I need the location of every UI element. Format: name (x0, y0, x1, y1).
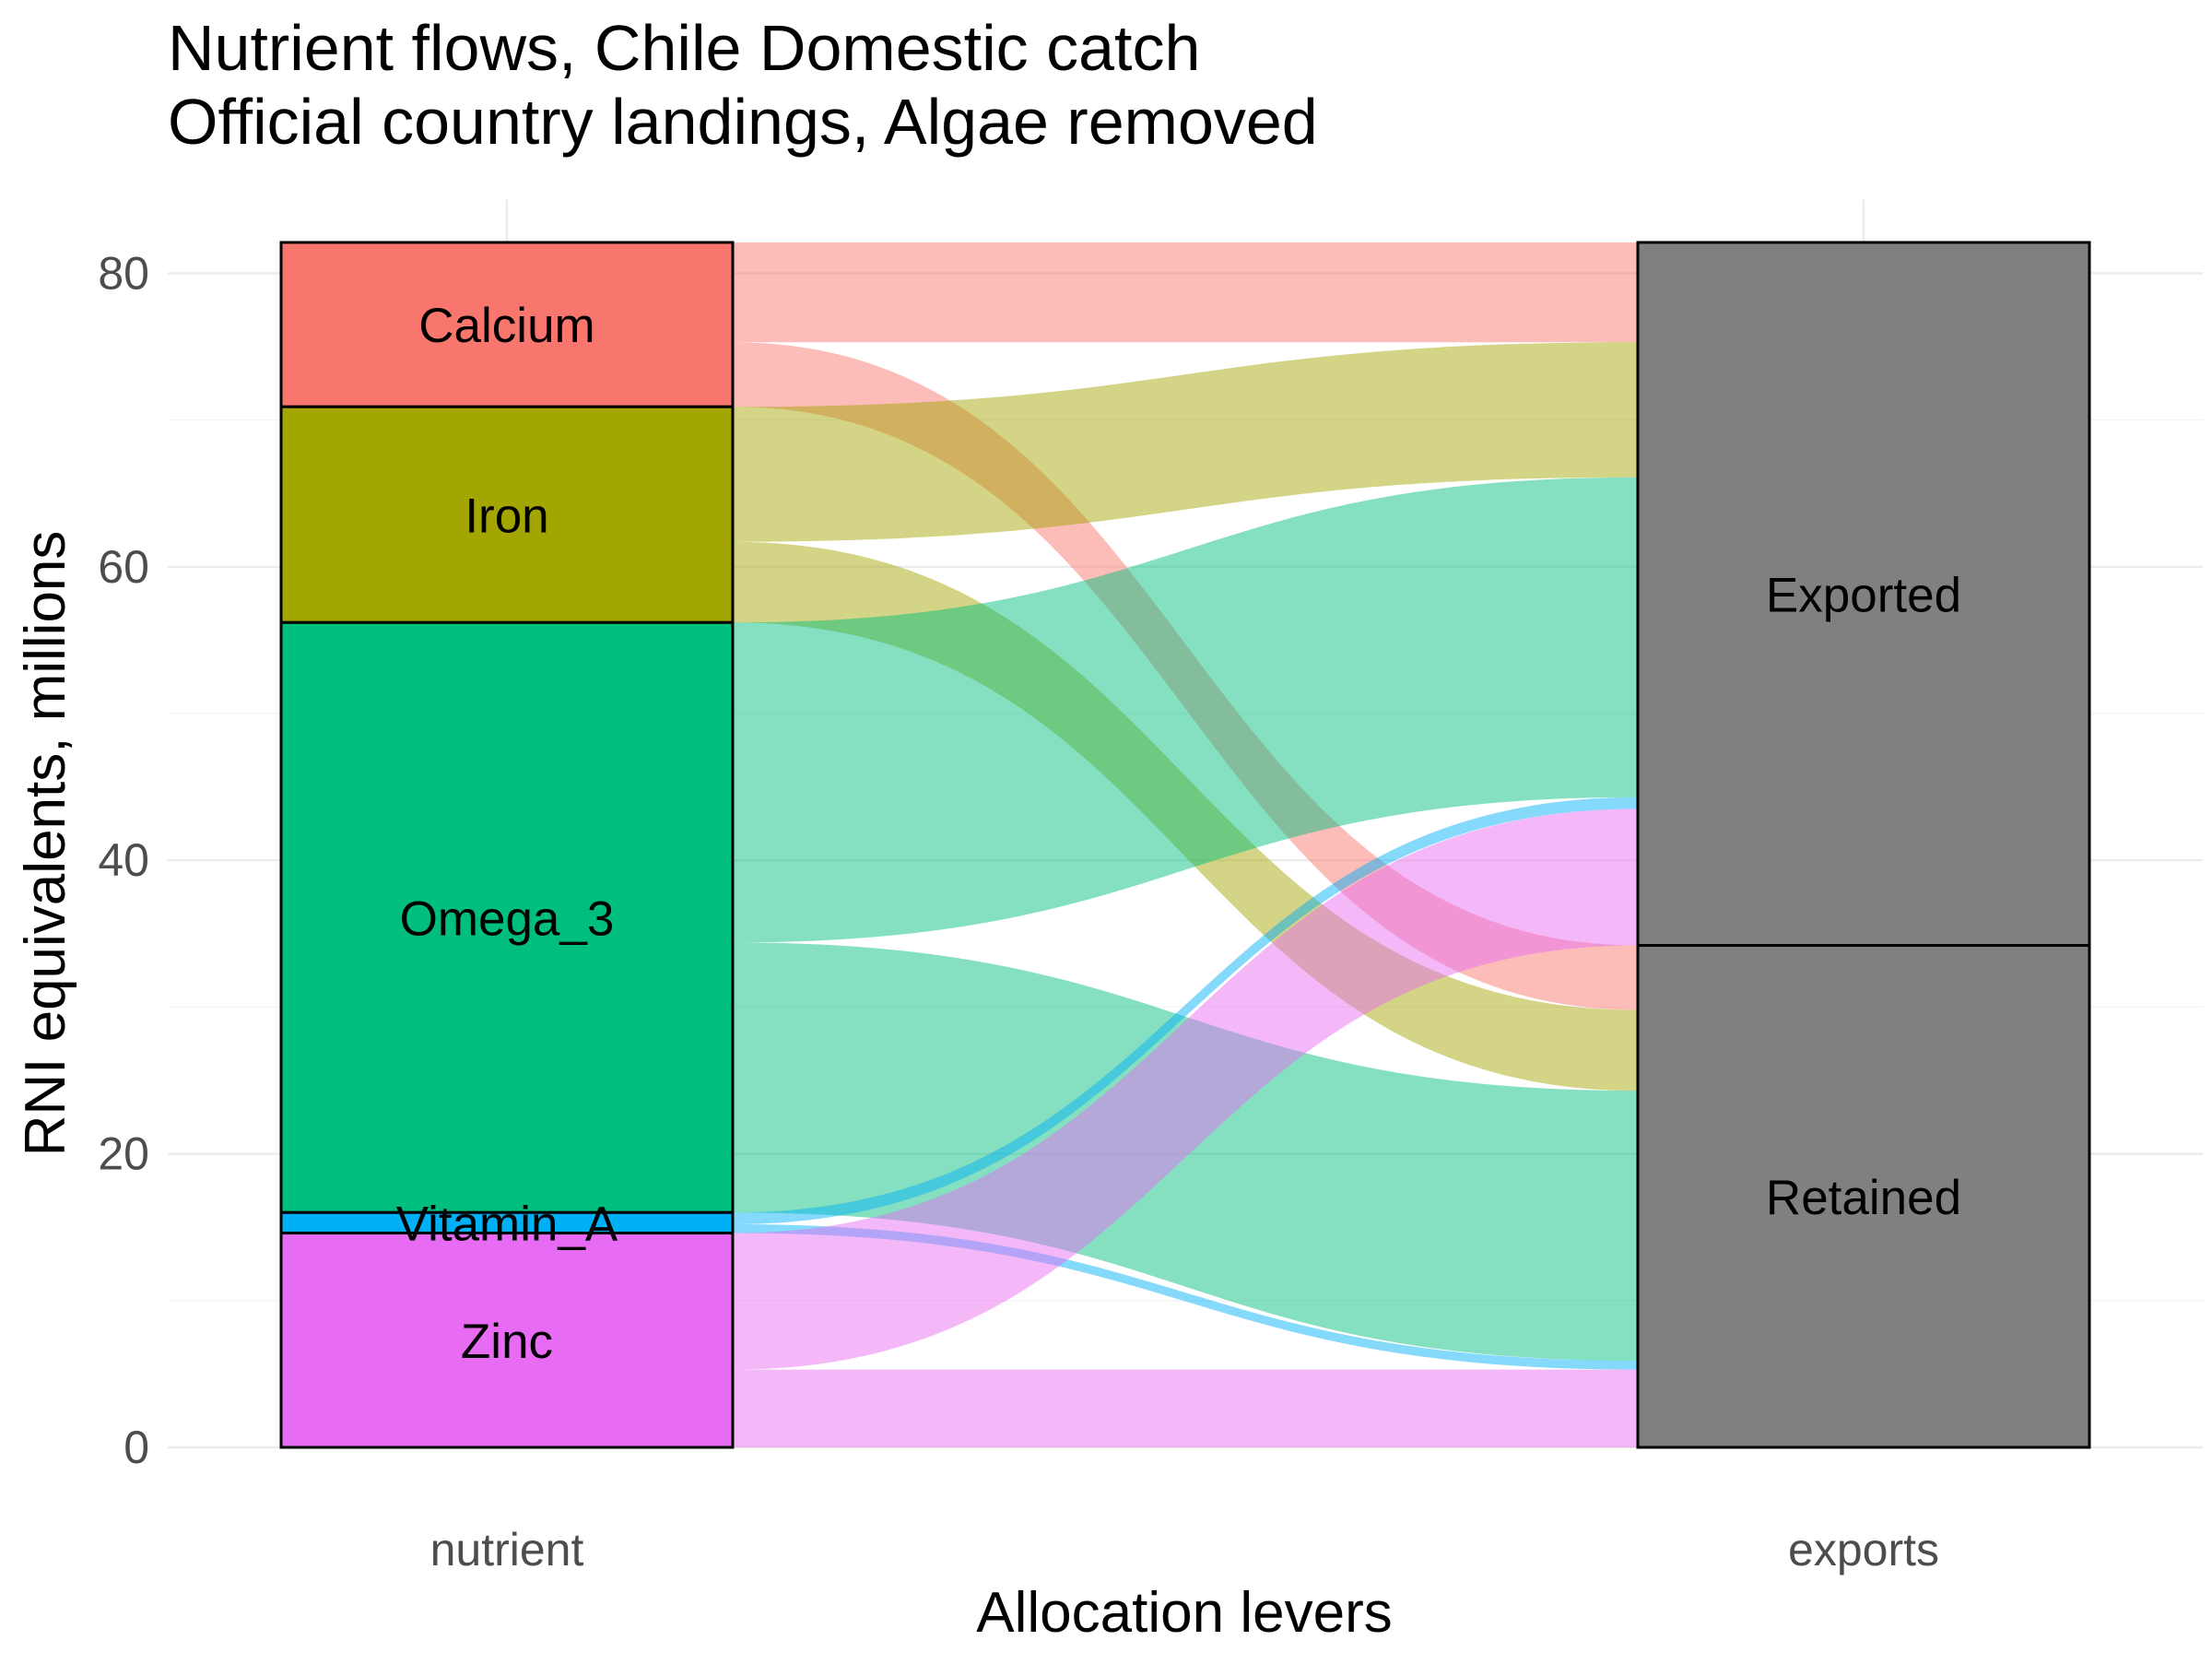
flow-iron-exported (733, 342, 1638, 542)
flow-zinc-retained (733, 1369, 1638, 1447)
stratum-label-retained: Retained (1766, 1171, 1961, 1225)
stratum-layer (279, 241, 2091, 1449)
x-axis-title: Allocation levers (976, 1581, 1392, 1645)
stratum-label-omega-3: Omega_3 (400, 891, 615, 946)
stratum-label-iron: Iron (465, 489, 548, 543)
y-tick-label: 20 (98, 1128, 149, 1180)
flow-zinc-exported (733, 808, 1638, 1370)
stratum-iron (279, 405, 735, 624)
flow-omega-3-retained (733, 942, 1638, 1362)
stratum-zinc (279, 1232, 735, 1449)
y-tick-label: 60 (98, 541, 149, 593)
y-axis-title: RNI equivalents, millions (14, 531, 77, 1157)
flow-vitamin-a-exported (733, 797, 1638, 1225)
stratum-omega-3 (279, 620, 735, 1214)
stratum-exported (1636, 241, 2091, 948)
stratum-label-calcium: Calcium (418, 299, 594, 353)
stratum-retained (1636, 944, 2091, 1449)
flow-omega-3-exported (733, 477, 1638, 943)
chart-subtitle: Official country landings, Algae removed (168, 86, 1318, 158)
stratum-calcium (279, 241, 735, 408)
chart-title: Nutrient flows, Chile Domestic catch (168, 12, 1200, 84)
y-tick-label: 40 (98, 834, 149, 886)
y-tick-label: 80 (98, 247, 149, 299)
label-layer: Calcium Iron Omega_3 Vitamin_A Zinc Exported R… (396, 299, 1961, 1369)
flow-vitamin-a-retained (733, 1224, 1638, 1370)
stratum-label-vitamin-a: Vitamin_A (396, 1197, 618, 1251)
y-tick-label: 0 (124, 1422, 149, 1473)
x-tick-label-exports: exports (1788, 1524, 1939, 1575)
axis-layer: 0 20 40 60 80 nutrient exports (98, 247, 1939, 1575)
flow-calcium-exported (733, 242, 1638, 343)
flow-iron-retained (733, 541, 1638, 1092)
flow-layer (733, 242, 1638, 1447)
x-tick-label-nutrient: nutrient (430, 1524, 584, 1575)
stratum-label-zinc: Zinc (461, 1315, 553, 1369)
flow-calcium-retained (733, 342, 1638, 1010)
stratum-label-exported: Exported (1766, 568, 1961, 622)
